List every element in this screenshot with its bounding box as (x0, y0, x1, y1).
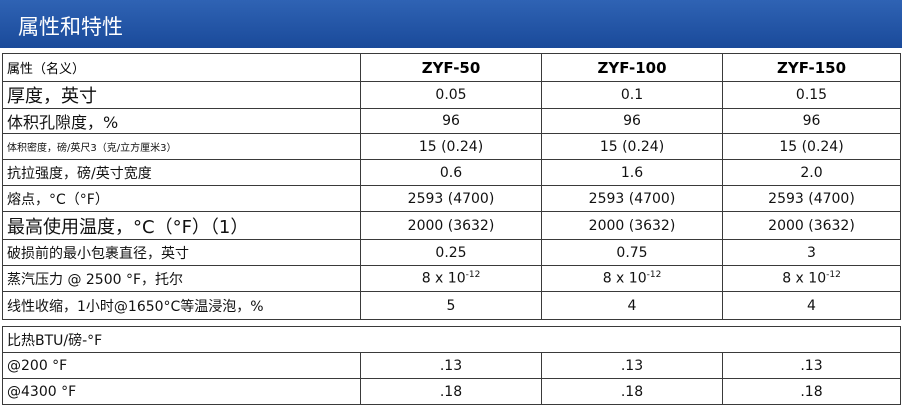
value-cell: 8 x 10-12 (541, 265, 723, 292)
table-row: 最高使用温度，°C（°F）（1） 2000 (3632) 2000 (3632) 20… (2, 211, 901, 240)
value-cell: 0.05 (360, 81, 542, 109)
table-row: 体积孔隙度，% 96 96 96 (2, 108, 901, 134)
value-cell: 15 (0.24) (541, 133, 723, 160)
value-cell: 96 (722, 108, 901, 134)
value-cell: 15 (0.24) (722, 133, 901, 160)
row-label: 线性收缩，1小时@1650°C等温浸泡，% (2, 291, 361, 320)
value-cell: 2000 (3632) (722, 211, 901, 240)
table-row: 破损前的最小包裹直径，英寸 0.25 0.75 3 (2, 239, 901, 266)
cell-text: 8 x 10 (602, 270, 647, 287)
table-row: 抗拉强度，磅/英寸宽度 0.6 1.6 2.0 (2, 159, 901, 186)
value-cell: 0.15 (722, 81, 901, 109)
table-row: 蒸汽压力 @ 2500 °F，托尔 8 x 10-12 8 x 10-12 8 x 1… (2, 265, 901, 292)
value-cell: 1.6 (541, 159, 723, 186)
column-header: 属性（名义） (2, 53, 361, 82)
value-cell: 96 (541, 108, 723, 134)
value-cell: .18 (541, 378, 723, 405)
table-row: 熔点，°C（°F） 2593 (4700) 2593 (4700) 2593 (470… (2, 185, 901, 212)
row-label: 厚度，英寸 (2, 81, 361, 109)
table-row: 厚度，英寸 0.05 0.1 0.15 (2, 81, 901, 109)
value-cell: 0.75 (541, 239, 723, 266)
row-label: 最高使用温度，°C（°F）（1） (2, 211, 361, 240)
table-row: @4300 °F .18.18.18 (2, 378, 901, 405)
row-label: @4300 °F (2, 378, 361, 405)
row-label: 破损前的最小包裹直径，英寸 (2, 239, 361, 266)
header-row: 属性（名义） ZYF-50 ZYF-100 ZYF-150 (2, 53, 901, 82)
value-cell: 5 (360, 291, 542, 320)
value-cell: 15 (0.24) (360, 133, 542, 160)
value-cell: 8 x 10-12 (360, 265, 542, 292)
value-cell: 2593 (4700) (722, 185, 901, 212)
row-label: 体积密度，磅/英尺3（克/立方厘米3） (2, 133, 361, 160)
specific-heat-table: 比热BTU/磅-°F @200 °F .13.13.13 @4300 °F .18.18… (2, 326, 901, 405)
column-header: ZYF-150 (722, 53, 901, 82)
row-label: @200 °F (2, 352, 361, 379)
value-cell: 96 (360, 108, 542, 134)
value-cell: 0.6 (360, 159, 542, 186)
value-cell: .13 (360, 352, 542, 379)
value-cell: 2000 (3632) (541, 211, 723, 240)
table-row: 体积密度，磅/英尺3（克/立方厘米3） 15 (0.24) 15 (0.24) 15 … (2, 133, 901, 160)
value-cell: 0.25 (360, 239, 542, 266)
table-row: @200 °F .13.13.13 (2, 352, 901, 379)
column-header: ZYF-100 (541, 53, 723, 82)
value-cell: 4 (541, 291, 723, 320)
cell-text: 8 x 10 (421, 270, 466, 287)
value-cell: 8 x 10-12 (722, 265, 901, 292)
section-label: 比热BTU/磅-°F (2, 326, 901, 353)
column-header: ZYF-50 (360, 53, 542, 82)
title: 属性和特性 (18, 15, 123, 39)
row-label: 蒸汽压力 @ 2500 °F，托尔 (2, 265, 361, 292)
row-label: 体积孔隙度，% (2, 108, 361, 134)
table-row: 线性收缩，1小时@1650°C等温浸泡，% 5 4 4 (2, 291, 901, 320)
value-cell: 0.1 (541, 81, 723, 109)
superscript: -12 (646, 270, 662, 281)
value-cell: 2000 (3632) (360, 211, 542, 240)
value-cell: 2593 (4700) (360, 185, 542, 212)
value-cell: 4 (722, 291, 901, 320)
value-cell: 2593 (4700) (541, 185, 723, 212)
row-label: 抗拉强度，磅/英寸宽度 (2, 159, 361, 186)
row-label: 熔点，°C（°F） (2, 185, 361, 212)
header-bar: 属性和特性 (0, 0, 902, 48)
properties-table: 属性（名义） ZYF-50 ZYF-100 ZYF-150 厚度，英寸 0.05 0.1 0.… (2, 53, 901, 320)
value-cell: 2.0 (722, 159, 901, 186)
superscript: -12 (826, 270, 841, 281)
section-row: 比热BTU/磅-°F (2, 326, 901, 353)
value-cell: 3 (722, 239, 901, 266)
value-cell: .18 (722, 378, 901, 405)
superscript: -12 (465, 270, 481, 281)
value-cell: .13 (541, 352, 723, 379)
value-cell: .18 (360, 378, 542, 405)
cell-text: 8 x 10 (782, 270, 827, 287)
value-cell: .13 (722, 352, 901, 379)
